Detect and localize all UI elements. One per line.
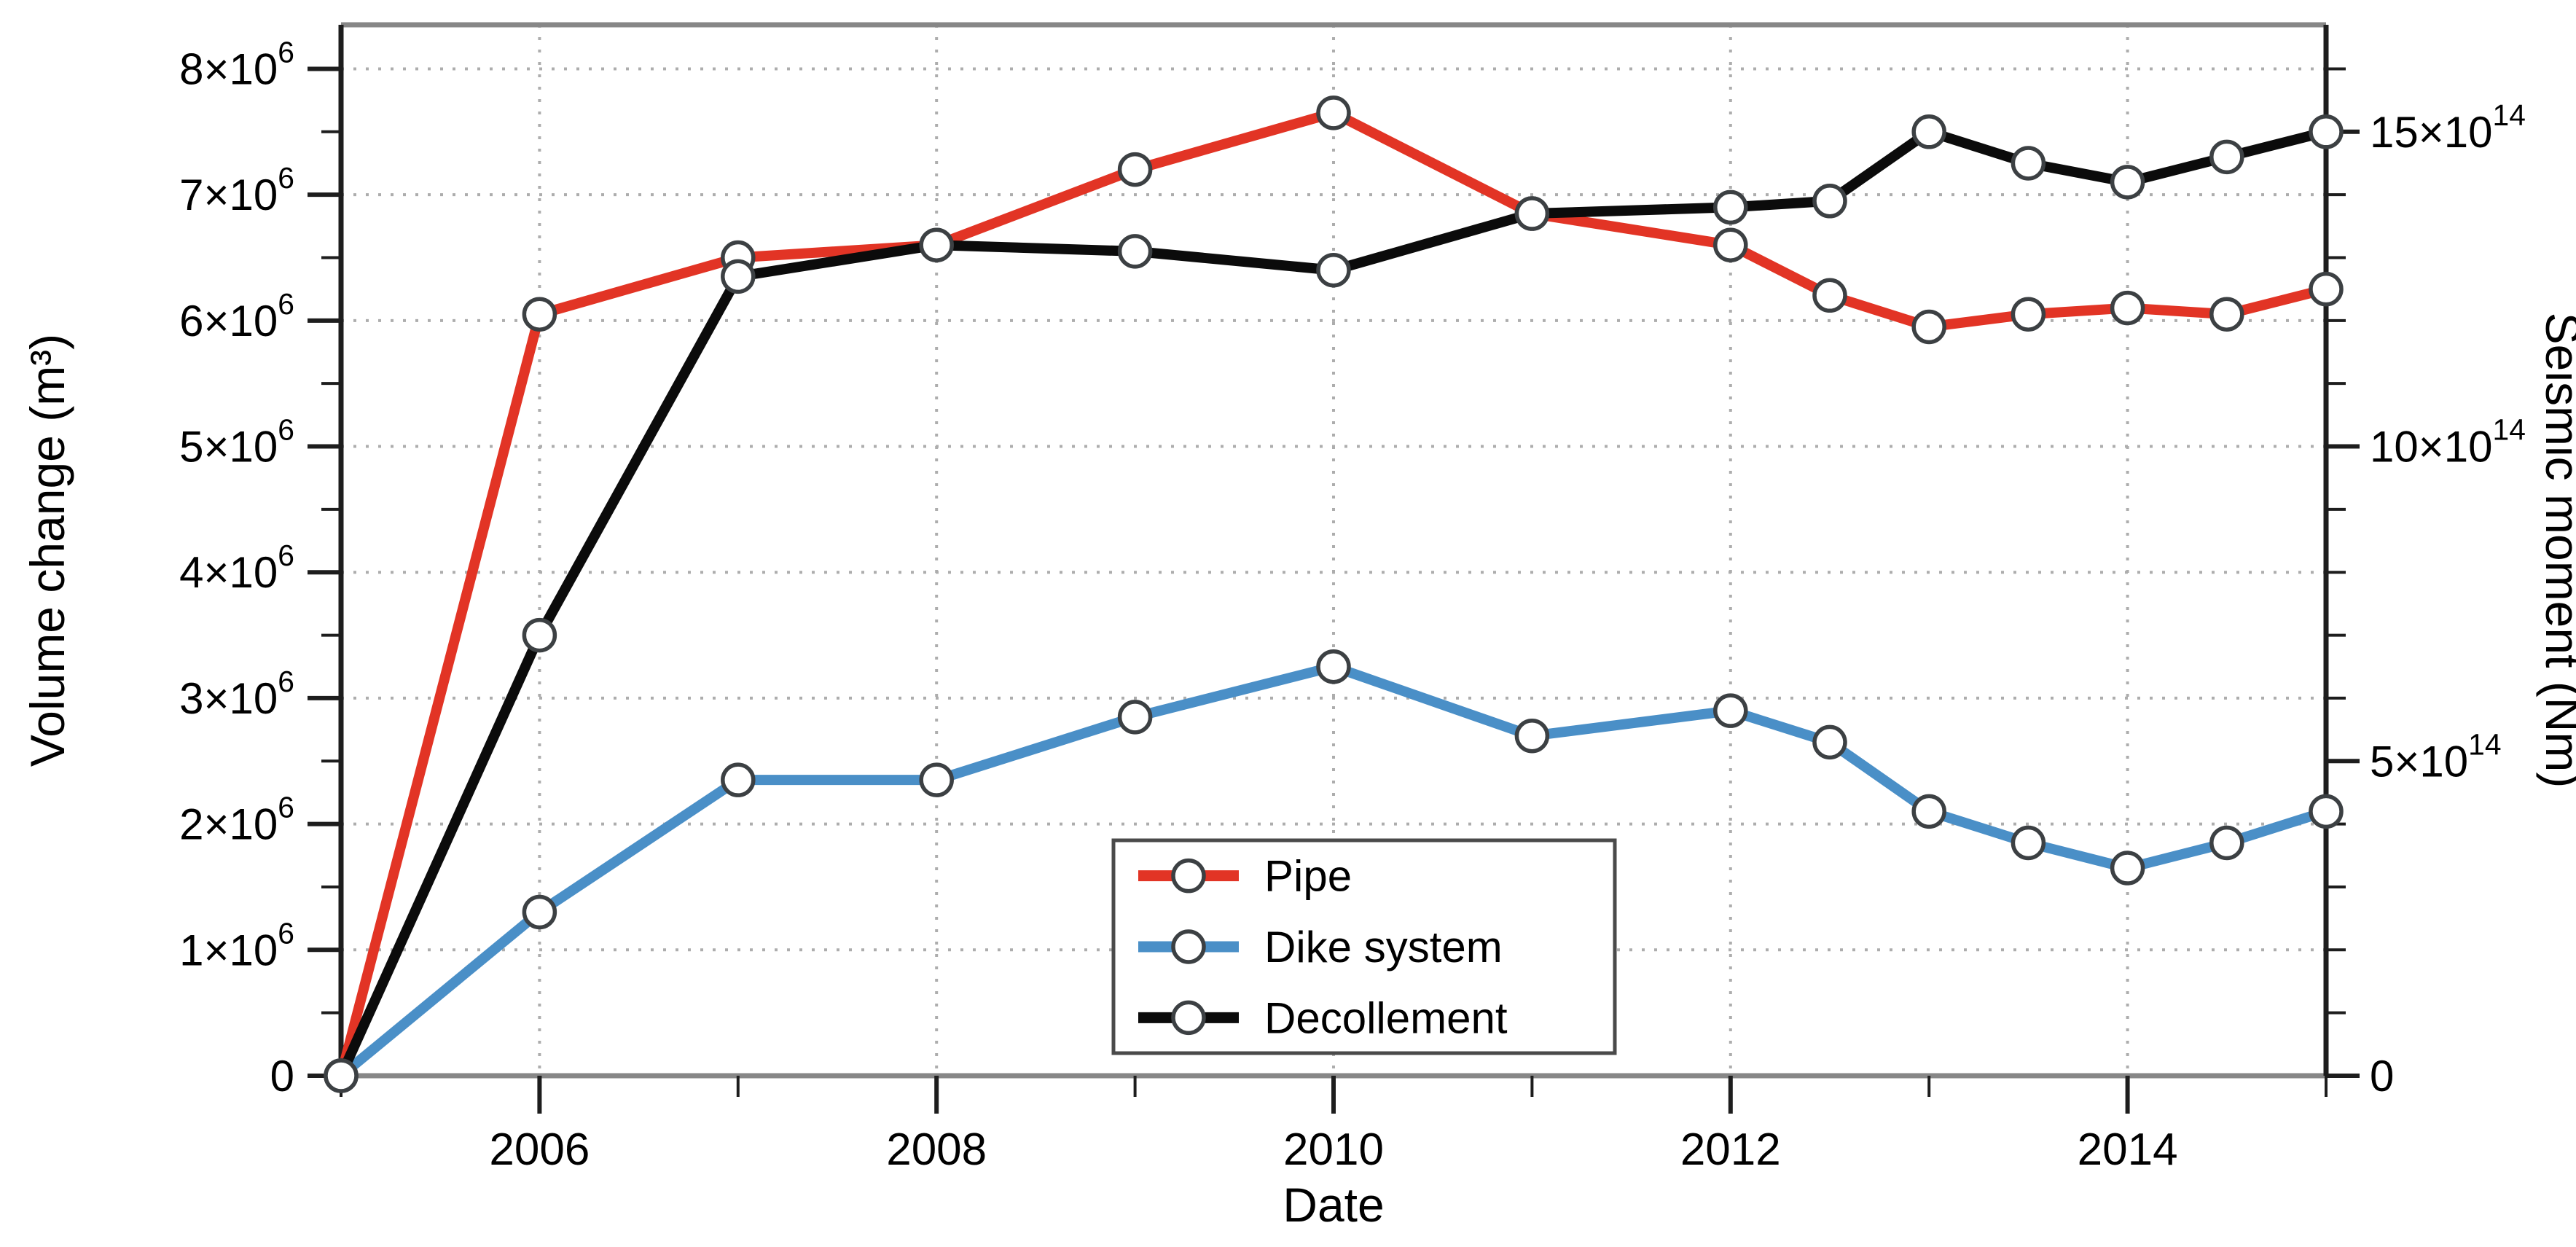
x-tick-label: 2008 <box>886 1125 987 1175</box>
data-point-marker <box>1812 184 1847 219</box>
legend-sample-marker <box>1171 858 1206 894</box>
data-point-marker <box>1117 234 1153 269</box>
series-dike-system <box>324 649 2344 1093</box>
data-point-marker <box>2309 794 2344 829</box>
data-point-marker <box>522 297 557 332</box>
data-point-marker <box>522 617 557 653</box>
left-tick-label: 6×106 <box>179 287 294 345</box>
left-tick-label: 0 <box>270 1052 294 1101</box>
data-point-marker <box>2110 165 2145 200</box>
legend-item-decollement: Decollement <box>1138 993 1508 1042</box>
data-point-marker <box>1316 95 1351 130</box>
data-point-marker <box>2309 271 2344 307</box>
x-tick-label: 2012 <box>1680 1125 1781 1175</box>
x-axis-title: Date <box>1283 1178 1384 1232</box>
left-tick-label: 8×106 <box>179 35 294 93</box>
data-point-marker <box>1812 278 1847 313</box>
legend: Pipe Dike system Decollement <box>1111 838 1617 1055</box>
data-point-marker <box>1812 724 1847 760</box>
data-point-marker <box>2011 146 2046 181</box>
left-axis-title: Volume change (m³) <box>20 334 74 767</box>
data-point-marker <box>1117 152 1153 187</box>
data-point-marker <box>324 1058 359 1093</box>
data-point-marker <box>2209 297 2244 332</box>
data-point-marker <box>2309 114 2344 149</box>
data-point-marker <box>1713 227 1748 262</box>
legend-label: Decollement <box>1264 993 1508 1042</box>
x-tick-label: 2014 <box>2078 1125 2178 1175</box>
left-tick-label: 4×106 <box>179 539 294 597</box>
left-tick-label: 7×106 <box>179 161 294 219</box>
data-point-marker <box>919 762 954 797</box>
data-point-marker <box>919 227 954 262</box>
data-point-marker <box>1911 309 1946 345</box>
right-tick-label: 15×1014 <box>2370 98 2526 157</box>
data-point-marker <box>1514 196 1550 231</box>
data-point-marker <box>2011 825 2046 861</box>
axis-ticks <box>308 66 2360 1114</box>
data-point-marker <box>1911 794 1946 829</box>
right-tick-label: 0 <box>2370 1052 2394 1101</box>
data-point-marker <box>721 762 756 797</box>
data-point-marker <box>2110 851 2145 886</box>
left-tick-label: 2×106 <box>179 791 294 849</box>
data-point-marker <box>721 259 756 294</box>
left-tick-label: 1×106 <box>179 916 294 974</box>
data-point-marker <box>1514 718 1550 754</box>
data-point-marker <box>1713 189 1748 225</box>
right-axis-title: Seismic moment (Nm) <box>2536 313 2576 789</box>
data-point-marker <box>1316 253 1351 288</box>
axis-labels: 0 1×106 2×106 3×106 4×106 5×106 6×106 7×106 8×10… <box>179 35 2526 1175</box>
legend-item-pipe: Pipe <box>1138 852 1352 901</box>
x-tick-label: 2006 <box>489 1125 590 1175</box>
legend-label: Pipe <box>1264 852 1352 901</box>
data-point-marker <box>2209 139 2244 175</box>
legend-label: Dike system <box>1264 923 1503 972</box>
left-tick-label: 3×106 <box>179 665 294 723</box>
legend-item-dike-system: Dike system <box>1138 923 1503 972</box>
legend-sample-marker <box>1171 929 1206 964</box>
axis-titles: Volume change (m³) Seismic moment (Nm) Dat… <box>20 313 2576 1232</box>
data-point-marker <box>1316 649 1351 684</box>
x-tick-label: 2010 <box>1283 1125 1384 1175</box>
data-point-marker <box>2110 290 2145 326</box>
series-decollement <box>324 114 2344 1093</box>
legend-sample-marker <box>1171 1000 1206 1036</box>
data-point-marker <box>1117 700 1153 735</box>
data-point-marker <box>1713 693 1748 728</box>
data-point-marker <box>2011 297 2046 332</box>
right-tick-label: 10×1014 <box>2370 413 2526 472</box>
right-tick-label: 5×1014 <box>2370 727 2502 786</box>
left-tick-label: 5×106 <box>179 413 294 472</box>
data-point-marker <box>2209 825 2244 861</box>
data-point-marker <box>1911 114 1946 149</box>
data-point-marker <box>522 894 557 930</box>
